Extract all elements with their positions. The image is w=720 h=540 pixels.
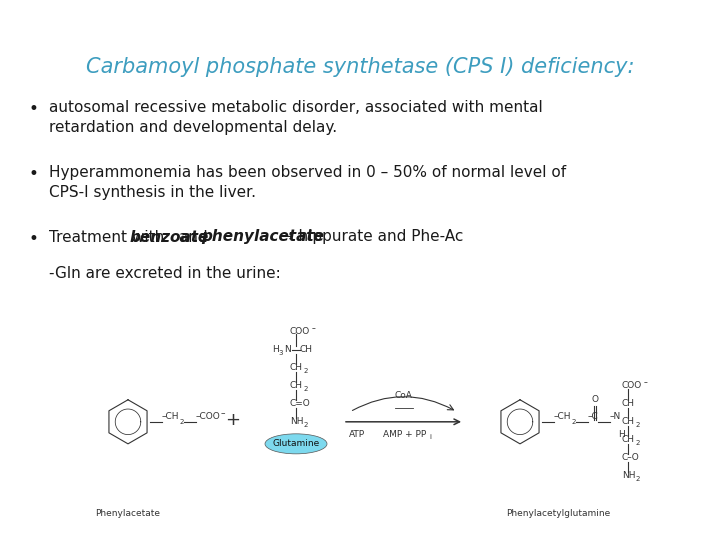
Text: –C: –C [588, 412, 599, 421]
Text: –CH: –CH [554, 412, 572, 421]
Text: phenylacetate: phenylacetate [202, 230, 325, 245]
Text: C=O: C=O [290, 399, 311, 408]
Text: Glutamine: Glutamine [272, 440, 320, 448]
Text: 2: 2 [636, 476, 640, 482]
Text: –: – [644, 378, 648, 387]
Text: 2: 2 [572, 419, 577, 425]
Text: CoA: CoA [395, 391, 413, 400]
Text: •: • [29, 165, 39, 183]
Text: COO: COO [622, 381, 642, 390]
Text: H: H [272, 345, 279, 354]
Text: +: + [225, 411, 240, 429]
Text: and: and [174, 230, 212, 245]
Text: ATP: ATP [349, 430, 365, 439]
Text: Phenylacetylglutamine: Phenylacetylglutamine [506, 509, 610, 518]
Ellipse shape [265, 434, 327, 454]
Text: -Gln are excreted in the urine:: -Gln are excreted in the urine: [49, 266, 281, 281]
Text: NH: NH [622, 471, 636, 481]
Text: AMP + PP: AMP + PP [383, 430, 426, 439]
Text: CH: CH [290, 363, 303, 372]
Text: Phenylacetate: Phenylacetate [96, 509, 161, 518]
Text: C–O: C–O [622, 454, 640, 462]
Text: NH: NH [290, 417, 304, 426]
Text: N: N [284, 345, 291, 354]
Text: 2: 2 [636, 422, 640, 428]
Text: 2: 2 [304, 386, 308, 392]
Text: H: H [618, 430, 625, 439]
Text: Carbamoyl phosphate synthetase (CPS I) deficiency:: Carbamoyl phosphate synthetase (CPS I) d… [86, 57, 634, 77]
Text: –N: –N [610, 412, 621, 421]
Text: –CH: –CH [162, 412, 179, 421]
Text: Treatment with: Treatment with [49, 230, 169, 245]
Text: benzoate: benzoate [130, 230, 209, 245]
Text: i: i [429, 434, 431, 440]
Text: •: • [29, 100, 39, 118]
Text: CH: CH [622, 399, 635, 408]
Text: O: O [592, 395, 599, 404]
Text: 2: 2 [636, 440, 640, 446]
Text: → hippurate and Phe-Ac: → hippurate and Phe-Ac [276, 230, 463, 245]
Text: CH: CH [290, 381, 303, 390]
Text: 3: 3 [278, 350, 282, 356]
Text: –: – [221, 409, 225, 418]
Text: 2: 2 [180, 419, 184, 425]
Text: COO: COO [290, 327, 310, 336]
Text: CH: CH [300, 345, 313, 354]
Text: 2: 2 [304, 368, 308, 374]
Text: CH: CH [622, 417, 635, 426]
Text: Hyperammonemia has been observed in 0 – 50% of normal level of
CPS-I synthesis i: Hyperammonemia has been observed in 0 – … [49, 165, 566, 200]
Text: 2: 2 [304, 422, 308, 428]
Text: CH: CH [622, 435, 635, 444]
Text: –: – [312, 324, 316, 333]
Text: autosomal recessive metabolic disorder, associated with mental
retardation and d: autosomal recessive metabolic disorder, … [49, 100, 543, 136]
Text: –COO: –COO [196, 412, 221, 421]
Text: •: • [29, 230, 39, 247]
